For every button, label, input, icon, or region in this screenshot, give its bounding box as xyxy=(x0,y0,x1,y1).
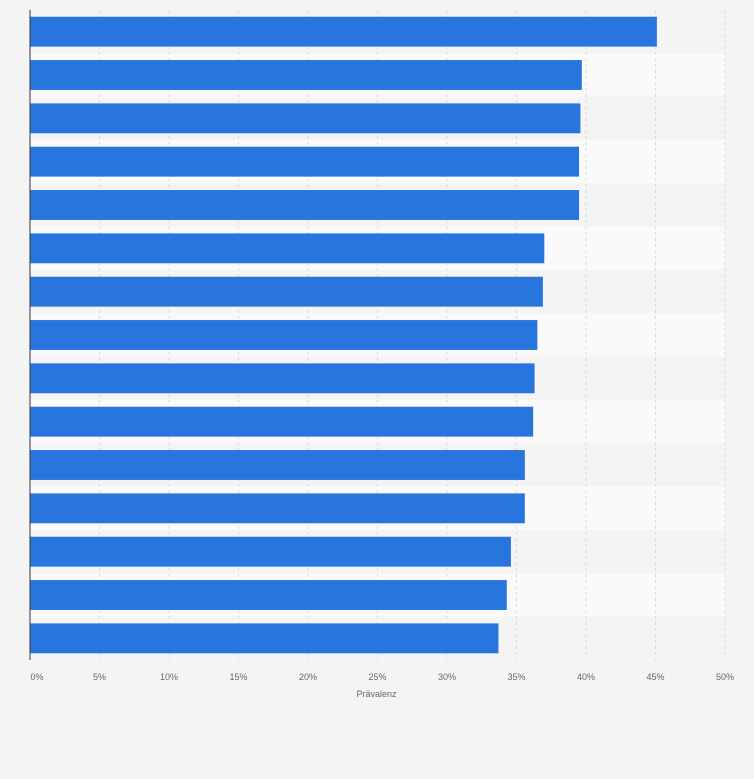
x-tick-labels: 0% 5% 10% 15% 20% 25% 30% 35% 40% 45% 50% xyxy=(30,672,734,682)
bar xyxy=(30,103,581,134)
bar xyxy=(30,580,507,610)
bar xyxy=(30,146,580,177)
x-axis-title: Prävalenz xyxy=(356,689,397,699)
x-tick-label: 10% xyxy=(160,672,178,682)
bar xyxy=(30,190,580,220)
bar-series xyxy=(30,16,657,654)
x-tick-label: 15% xyxy=(229,672,247,682)
x-tick-label: 30% xyxy=(438,672,456,682)
bar xyxy=(30,16,657,47)
bar xyxy=(30,623,499,654)
bar xyxy=(30,450,525,480)
bar xyxy=(30,276,543,307)
bar xyxy=(30,493,525,524)
bar xyxy=(30,233,545,264)
bar xyxy=(30,406,534,437)
x-tick-label: 0% xyxy=(30,672,43,682)
x-tick-label: 50% xyxy=(716,672,734,682)
x-tick-label: 35% xyxy=(507,672,525,682)
bar xyxy=(30,320,538,350)
x-tick-label: 20% xyxy=(299,672,317,682)
x-tick-label: 40% xyxy=(577,672,595,682)
bar xyxy=(30,60,582,90)
x-tick-label: 45% xyxy=(646,672,664,682)
x-tick-label: 5% xyxy=(93,672,106,682)
x-tick-label: 25% xyxy=(368,672,386,682)
bar xyxy=(30,363,535,394)
bar xyxy=(30,536,511,567)
